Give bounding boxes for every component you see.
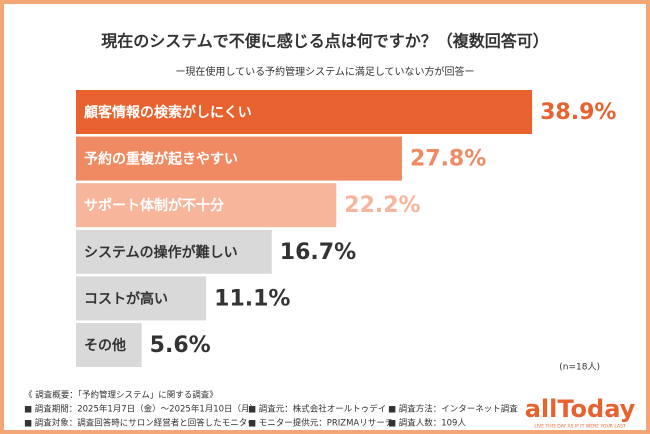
footer-item: ■ モニター提供元：PRIZMAリサーチ <box>248 418 393 429</box>
bar-label: 予約の重複が起きやすい <box>84 151 238 168</box>
bar-label: システムの操作が難しい <box>84 244 238 261</box>
bar <box>76 276 207 321</box>
bar <box>76 90 533 134</box>
footer-item: ■ 調査対象：調査回答時にサロン経営者と回答したモニター <box>24 418 256 429</box>
footer-heading: 《 調査概要：「予約管理システム」に関する調査》 <box>24 390 218 401</box>
sample-note: (n=18人) <box>559 362 600 373</box>
chart-subtitle: ー現在使用している予約管理システムに満足していない方が回答ー <box>175 65 474 78</box>
value-label: 11.1% <box>214 286 290 311</box>
bar-label: コストが高い <box>84 290 168 307</box>
value-label: 38.9% <box>540 100 616 125</box>
bar-label: サポート体制が不十分 <box>84 197 224 214</box>
value-label: 16.7% <box>280 240 356 265</box>
bar-label: 顧客情報の検索がしにくい <box>84 104 252 121</box>
footer-item: ■ 調査期間：2025年1月7日（金）～2025年1月10日（月） <box>24 404 258 415</box>
bar <box>76 183 337 228</box>
value-label: 22.2% <box>344 193 420 218</box>
bar <box>76 323 142 367</box>
bar <box>76 229 272 274</box>
chart-title: 現在のシステムで不便に感じる点は何ですか？（複数回答可） <box>101 32 549 51</box>
footer-item: ■ 調査元：株式会社オールトゥデイ <box>248 404 386 415</box>
value-label: 27.8% <box>410 147 486 172</box>
bar-label: その他 <box>84 337 126 354</box>
bar <box>76 136 402 181</box>
logo: allToday <box>525 395 636 423</box>
value-label: 5.6% <box>150 333 211 358</box>
footer-item: ■ 調査人数：109人 <box>388 418 466 429</box>
logo-tagline: LIVE THIS DAY AS IF IT WERE YOUR LAST <box>534 424 626 430</box>
footer-item: ■ 調査方法：インターネット調査 <box>388 404 518 415</box>
